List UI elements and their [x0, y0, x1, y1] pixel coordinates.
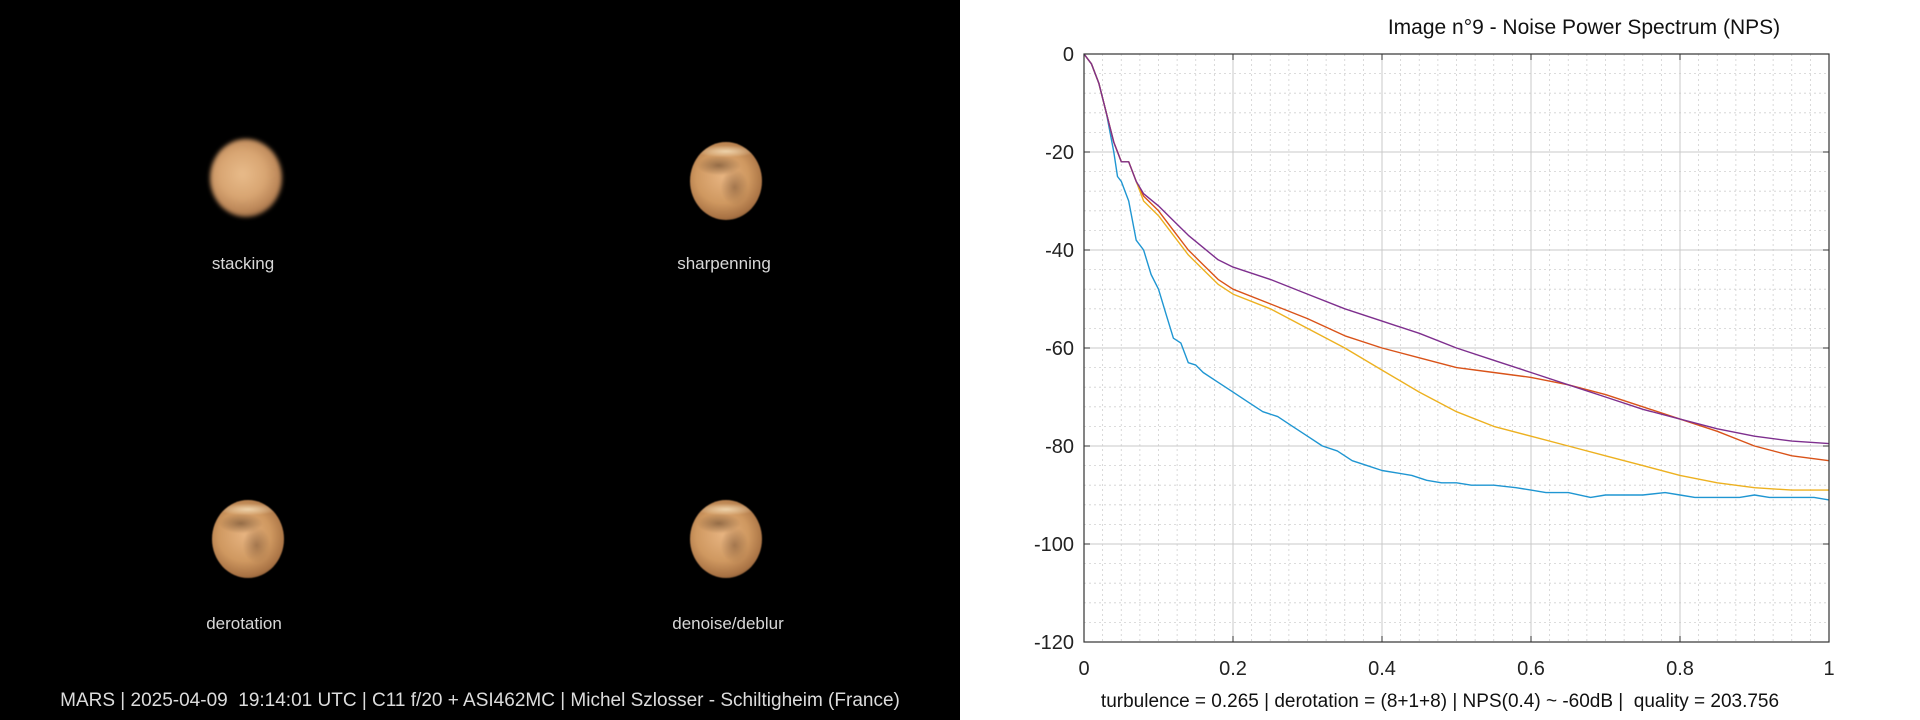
y-tick-label: -100 [1034, 534, 1074, 556]
panel-label-sharpening: sharpenning [677, 254, 771, 273]
x-tick-label: 0.2 [1219, 658, 1247, 680]
image-panel: stacking sharpenning derotation denoise/… [0, 0, 960, 720]
y-tick-label: -120 [1034, 632, 1074, 654]
y-tick-label: -40 [1045, 240, 1074, 262]
mars-image-sharpening [690, 142, 762, 220]
panel-label-derotation: derotation [206, 614, 282, 633]
panel-label-stacking: stacking [211, 254, 275, 273]
mars-image-stacking [210, 139, 282, 217]
tick-labels: 0 0.2 0.4 0.6 0.8 1 0 -20 -40 -60 -80 -100 -120 [1034, 44, 1835, 680]
observation-caption: MARS | 2025-04-09 19:14:01 UTC | C11 f/2… [60, 690, 900, 711]
x-tick-label: 1 [1823, 658, 1834, 680]
x-tick-label: 0.4 [1368, 658, 1396, 680]
y-tick-label: -80 [1045, 436, 1074, 458]
y-tick-label: -20 [1045, 142, 1074, 164]
chart-title: Image n°9 - Noise Power Spectrum (NPS) [1388, 16, 1780, 39]
x-tick-label: 0.6 [1517, 658, 1545, 680]
nps-chart: Image n°9 - Noise Power Spectrum (NPS) 0… [1034, 16, 1835, 680]
y-tick-label: 0 [1063, 44, 1074, 66]
axes [1083, 53, 1830, 643]
mars-image-derotation [212, 500, 284, 578]
series-lines [1083, 53, 1830, 501]
series-line-4 [1083, 53, 1830, 445]
y-tick-label: -60 [1045, 338, 1074, 360]
panel-label-denoise: denoise/deblur [672, 614, 784, 633]
x-tick-label: 0.8 [1666, 658, 1694, 680]
mars-image-denoise [690, 500, 762, 578]
series-line-1 [1083, 53, 1830, 501]
x-tick-label: 0 [1078, 658, 1089, 680]
chart-metrics-caption: turbulence = 0.265 | derotation = (8+1+8… [1100, 691, 1780, 712]
